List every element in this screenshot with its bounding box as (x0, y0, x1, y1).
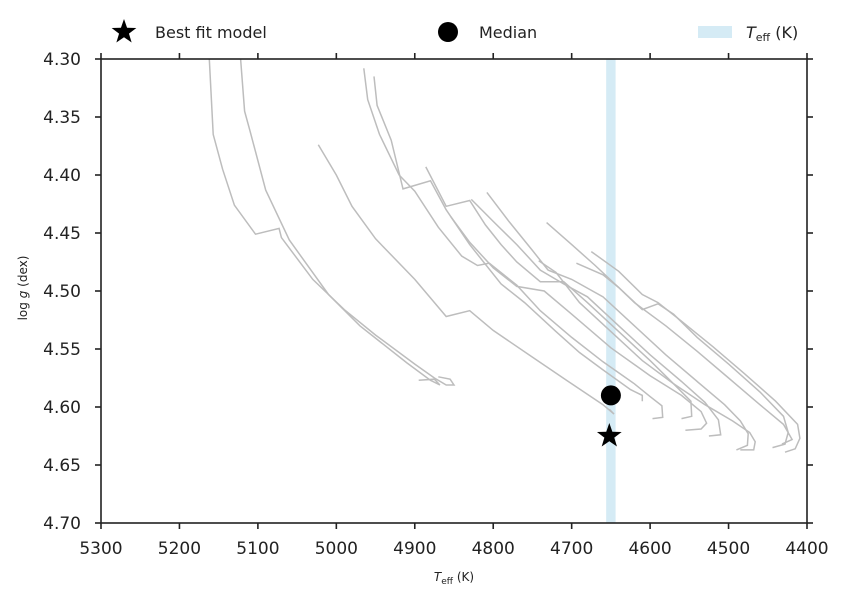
y-tick-label: 4.45 (43, 224, 81, 244)
track-line-8 (470, 198, 722, 437)
x-tick-label: 4500 (707, 539, 750, 559)
chart-markers (596, 385, 622, 447)
y-tick-label: 4.70 (43, 514, 81, 534)
x-tick-label: 4400 (785, 539, 828, 559)
y-tick-label: 4.35 (43, 108, 81, 128)
x-tick-label: 5000 (315, 539, 358, 559)
track-line-1 (208, 58, 456, 386)
chart-axes: 5300 5200 5100 5000 4900 4800 4700 4600 4500 4400… (43, 50, 828, 559)
y-tick-label: 4.60 (43, 398, 81, 418)
track-line-9 (486, 191, 749, 451)
legend-band-swatch (698, 26, 732, 38)
x-tick-label: 4700 (550, 539, 593, 559)
track-line-7 (450, 216, 708, 431)
track-line-11 (546, 222, 789, 449)
track-line-5 (363, 68, 664, 420)
legend-label-teff: Teff (K) (746, 23, 798, 44)
x-tick-label: 5200 (158, 539, 201, 559)
legend-label-teff-main: T (746, 23, 757, 42)
x-axis-label-unit: (K) (453, 570, 474, 584)
y-tick-label: 4.55 (43, 340, 81, 360)
track-line-2 (239, 58, 441, 386)
track-line-3 (317, 144, 615, 415)
teff-band (606, 59, 616, 523)
track-line-4 (373, 76, 644, 402)
best-fit-point (596, 423, 622, 447)
legend-label-teff-sub: eff (756, 31, 771, 44)
x-tick-label: 4800 (472, 539, 515, 559)
track-line-13 (590, 250, 801, 453)
chart-legend: Best fit model Median Teff (K) (111, 19, 798, 44)
x-tick-label: 4900 (393, 539, 436, 559)
track-line-6 (425, 166, 693, 420)
plot-frame (100, 58, 808, 524)
x-tick-label: 5100 (236, 539, 279, 559)
x-tick-label: 4600 (628, 539, 671, 559)
track-line-12 (576, 262, 794, 445)
y-axis-label-unit: (dex) (16, 256, 30, 291)
y-tick-label: 4.40 (43, 166, 81, 186)
x-tick-label: 5300 (79, 539, 122, 559)
track-line-10 (538, 260, 756, 451)
legend-label-teff-unit: (K) (770, 23, 798, 42)
y-axis-label-main: log (16, 298, 30, 320)
legend-star-marker (111, 19, 137, 43)
legend-circle-marker (438, 22, 458, 42)
isochrone-tracks (208, 58, 801, 523)
median-point (600, 385, 621, 406)
x-axis-label-sub: eff (441, 577, 454, 587)
x-axis-label: Teff (K) (434, 570, 474, 587)
x-axis-label-main: T (434, 570, 443, 584)
y-tick-label: 4.65 (43, 456, 81, 476)
y-axis-label-ital: g (16, 290, 30, 298)
legend-label-best-fit: Best fit model (155, 23, 267, 42)
legend-label-median: Median (479, 23, 537, 42)
y-tick-label: 4.30 (43, 50, 81, 70)
y-tick-label: 4.50 (43, 282, 81, 302)
y-axis-label: log g (dex) (16, 256, 30, 321)
